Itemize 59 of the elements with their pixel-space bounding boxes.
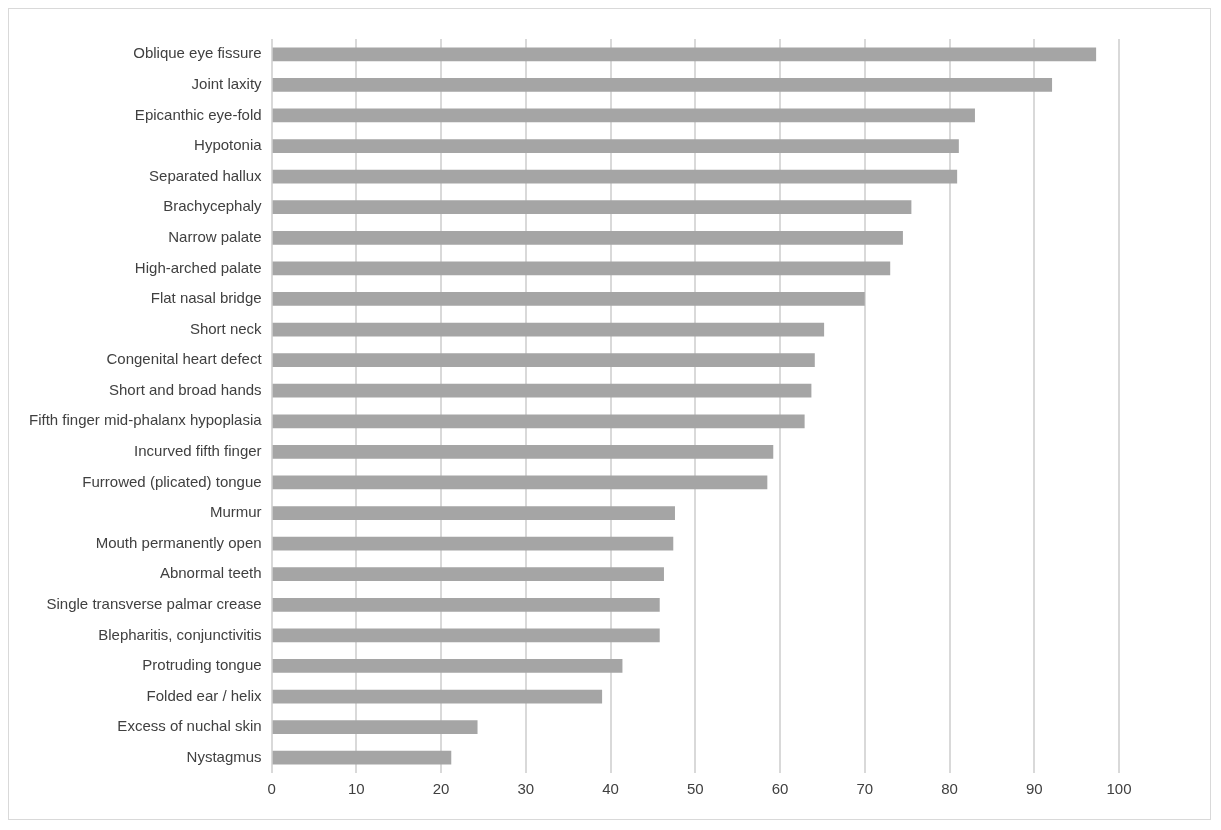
y-tick-label: Abnormal teeth — [159, 564, 262, 582]
y-tick-label: Narrow palate — [168, 227, 262, 245]
y-tick-label: Epicanthic eye-fold — [134, 105, 262, 123]
y-tick-label: Protruding tongue — [142, 656, 262, 674]
x-tick-label: 70 — [856, 780, 874, 798]
bar — [272, 77, 1053, 92]
x-tick-label: 90 — [1025, 780, 1043, 798]
y-tick-label: Joint laxity — [191, 75, 263, 93]
x-tick-label: 0 — [267, 780, 276, 798]
bar — [272, 230, 903, 245]
x-tick-label: 80 — [941, 780, 958, 798]
bar — [272, 353, 815, 368]
y-tick-label: Separated hallux — [149, 166, 263, 184]
x-tick-label: 30 — [517, 780, 535, 798]
y-tick-label: Congenital heart defect — [106, 350, 263, 368]
y-tick-label: High-arched palate — [134, 258, 262, 276]
x-tick-label: 100 — [1106, 780, 1132, 798]
bar — [272, 169, 958, 184]
y-tick-label: Fifth finger mid-phalanx hypoplasia — [29, 411, 263, 429]
x-tick-label: 40 — [602, 780, 619, 798]
bar — [272, 47, 1097, 62]
y-tick-label: Short neck — [189, 319, 263, 337]
bar — [272, 322, 825, 337]
bar — [272, 108, 975, 123]
bar — [272, 536, 674, 551]
bar — [272, 506, 675, 520]
bar — [272, 720, 478, 735]
bar — [272, 750, 452, 765]
y-tick-label: Excess of nuchal skin — [117, 717, 262, 735]
bar — [272, 597, 660, 612]
y-tick-label: Blepharitis, conjunctivitis — [98, 625, 262, 643]
bar — [272, 659, 623, 673]
bar — [272, 628, 660, 643]
bar — [272, 444, 774, 459]
bar — [272, 475, 768, 490]
y-tick-label: Nystagmus — [186, 747, 262, 765]
x-tick-label: 50 — [686, 780, 704, 798]
y-tick-label: Hypotonia — [194, 136, 263, 154]
x-tick-label: 60 — [771, 780, 789, 798]
bar — [272, 139, 959, 153]
y-tick-label: Mouth permanently open — [95, 533, 262, 551]
y-tick-label: Short and broad hands — [109, 380, 262, 398]
y-tick-label: Single transverse palmar crease — [46, 594, 262, 612]
bar — [272, 567, 664, 582]
bar — [272, 200, 912, 215]
x-tick-label: 10 — [348, 780, 365, 798]
y-tick-label: Flat nasal bridge — [150, 289, 262, 307]
y-tick-label: Murmur — [209, 503, 262, 521]
y-tick-label: Folded ear / helix — [146, 686, 263, 704]
y-tick-label: Incurved fifth finger — [134, 442, 262, 460]
y-tick-label: Oblique eye fissure — [133, 44, 262, 62]
bar — [272, 261, 891, 276]
bar — [272, 414, 805, 429]
bar — [272, 383, 812, 398]
bar — [272, 689, 603, 704]
y-tick-label: Brachycephaly — [163, 197, 263, 215]
y-tick-label: Furrowed (plicated) tongue — [82, 472, 262, 490]
bar — [272, 292, 865, 306]
x-tick-label: 20 — [432, 780, 450, 798]
